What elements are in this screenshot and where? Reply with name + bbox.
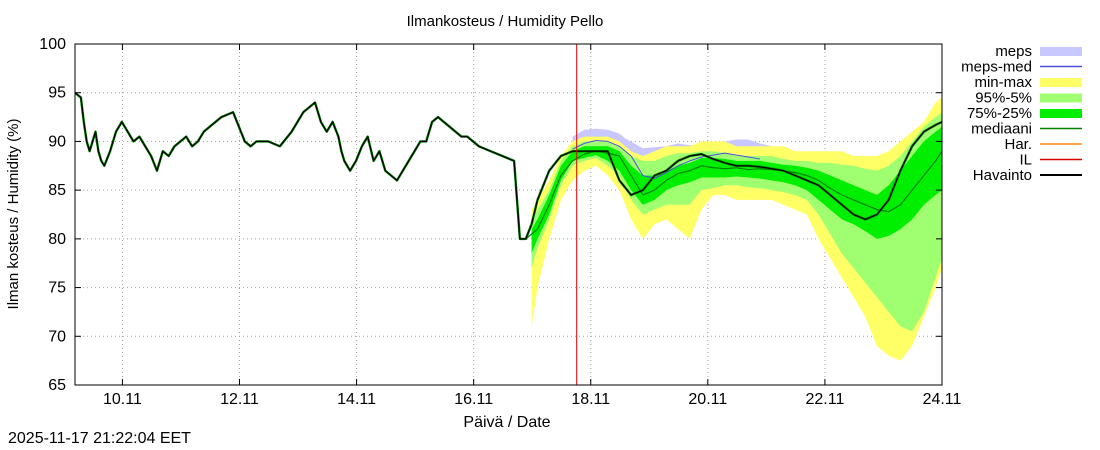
legend-swatch [1040,93,1082,103]
x-tick-label: 10.11 [103,391,142,408]
legend-label: mediaani [971,121,1032,138]
x-tick-label: 22.11 [805,391,844,408]
y-tick-label: 65 [48,377,66,394]
x-tick-label: 24.11 [923,391,962,408]
legend-label: 75%-25% [967,105,1032,122]
observed-line [75,92,942,240]
legend-label: meps-med [961,59,1032,76]
plot-area: 65 70 75 80 85 90 95 100 10.11 12.11 14.11 16.11 18.… [39,36,961,408]
legend-swatch [1040,78,1082,87]
legend-label: Havainto [973,167,1032,184]
x-axis-label: Päivä / Date [463,414,550,431]
data-layer [75,44,942,385]
x-tick-label: 16.11 [454,391,493,408]
meps-med-line [572,140,760,179]
y-tick-label: 75 [48,280,66,297]
p75-25-band [531,126,942,254]
legend-label: min-max [974,74,1032,91]
legend-swatch [1040,47,1082,56]
legend-label: IL [1019,152,1032,169]
legend-label: 95%-5% [975,90,1032,107]
y-tick-label: 80 [48,231,66,248]
legend-swatch [1040,109,1082,118]
legend-label: Har. [1004,136,1032,153]
x-tick-label: 14.11 [337,391,376,408]
timestamp: 2025-11-17 21:22:04 EET [8,430,191,447]
x-tick-label: 20.11 [688,391,727,408]
p95-5-band [531,112,942,332]
y-tick-label: 70 [48,328,66,345]
y-tick-label: 95 [48,85,66,102]
chart-title: Ilmankosteus / Humidity Pello [407,13,604,30]
y-tick-label: 90 [48,133,66,150]
legend: mepsmeps-medmin-max95%-5%75%-25%mediaani… [961,43,1082,184]
x-tick-label: 12.11 [220,391,259,408]
plot-frame [74,43,943,386]
y-tick-label: 85 [48,182,66,199]
legend-label: meps [995,43,1032,60]
y-tick-label: 100 [39,36,66,53]
y-axis-label: Ilman kosteus / Humidity (%) [5,119,22,310]
x-tick-label: 18.11 [571,391,610,408]
